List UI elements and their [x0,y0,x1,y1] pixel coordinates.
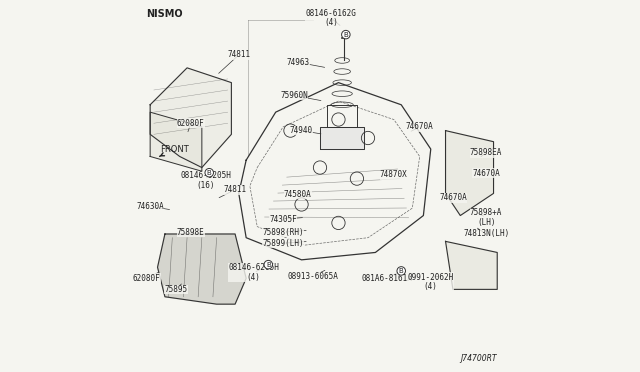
Text: B: B [266,262,271,267]
Text: 74963: 74963 [286,58,309,67]
Text: 74813N(LH): 74813N(LH) [463,230,509,238]
Text: 08146-6205H
(16): 08146-6205H (16) [180,171,231,190]
Text: 75898+A
(LH): 75898+A (LH) [470,208,502,227]
Text: FRONT: FRONT [159,145,189,156]
Text: 62080F: 62080F [177,119,205,128]
Text: 74580A: 74580A [284,190,312,199]
Text: 75960N: 75960N [280,91,308,100]
Text: 74870X: 74870X [380,170,408,179]
Polygon shape [445,131,493,215]
Text: 62080F: 62080F [132,274,161,283]
Text: 74670A: 74670A [406,122,433,131]
Text: B: B [207,170,212,176]
Polygon shape [150,68,232,167]
Text: 74811: 74811 [227,51,250,60]
Text: 081A6-8161A: 081A6-8161A [361,274,412,283]
Text: 08913-6065A: 08913-6065A [287,272,338,281]
Polygon shape [150,112,202,171]
Text: B: B [399,268,404,274]
Text: 75895: 75895 [164,285,188,294]
Text: 74670A: 74670A [439,193,467,202]
Text: 74811: 74811 [223,185,246,194]
Text: 75898(RH): 75898(RH) [262,228,304,237]
Text: J74700RT: J74700RT [461,354,497,363]
Text: 74940: 74940 [290,126,313,135]
Text: 74630A: 74630A [136,202,164,211]
Text: 74670A: 74670A [472,169,500,177]
Polygon shape [320,127,364,149]
Text: 08146-6205H
(4): 08146-6205H (4) [228,263,279,282]
Text: 08146-6162G
(4): 08146-6162G (4) [306,9,356,28]
Text: NISMO: NISMO [147,9,183,19]
Text: 75898E: 75898E [177,228,205,237]
Text: 75898EA: 75898EA [470,148,502,157]
Text: 0991-2062H
(4): 0991-2062H (4) [408,273,454,291]
Text: 74305F: 74305F [269,215,297,224]
Polygon shape [445,241,497,289]
Text: B: B [344,32,348,38]
Polygon shape [157,234,246,304]
Text: 75899(LH): 75899(LH) [262,239,304,248]
